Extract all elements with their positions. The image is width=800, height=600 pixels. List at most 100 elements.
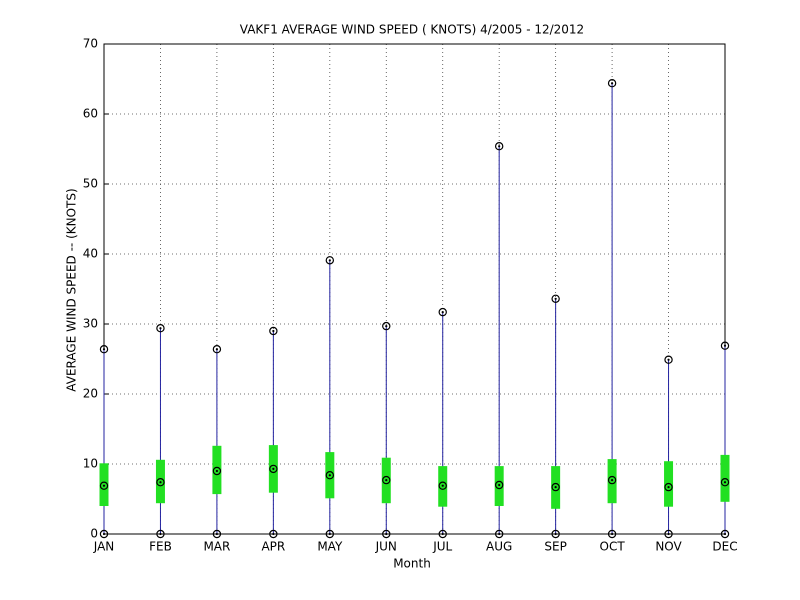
mean-marker-dot xyxy=(385,479,388,482)
max-marker xyxy=(551,294,560,303)
min-marker-ring xyxy=(212,529,222,539)
y-tick-label: 30 xyxy=(83,317,98,331)
mean-marker-ring xyxy=(99,481,109,490)
y-tick-label: 0 xyxy=(90,527,98,541)
max-marker-ring xyxy=(99,345,109,354)
mean-marker-ring xyxy=(156,478,165,487)
mean-marker-dot xyxy=(441,484,444,487)
min-marker xyxy=(551,529,560,539)
min-marker-dot xyxy=(328,532,331,536)
mean-marker xyxy=(99,481,109,490)
min-marker-dot xyxy=(102,532,106,536)
max-marker-dot xyxy=(328,259,331,262)
mean-marker xyxy=(212,466,222,476)
max-marker-ring xyxy=(156,324,165,333)
min-marker xyxy=(664,529,673,539)
min-marker-ring xyxy=(664,529,673,539)
max-marker xyxy=(607,78,617,88)
mean-marker xyxy=(664,482,673,492)
mean-marker-ring xyxy=(438,481,447,490)
min-marker-dot xyxy=(723,532,727,536)
min-marker-ring xyxy=(269,529,278,539)
x-tick-label: MAR xyxy=(203,540,230,554)
y-tick-label: 40 xyxy=(83,247,98,261)
max-marker xyxy=(720,341,730,350)
max-marker xyxy=(494,141,504,151)
x-tick-label: AUG xyxy=(486,540,512,554)
min-marker xyxy=(212,529,222,539)
mean-marker xyxy=(607,475,617,485)
max-marker xyxy=(664,355,673,364)
min-marker xyxy=(720,529,730,539)
max-marker xyxy=(325,256,335,265)
min-marker-dot xyxy=(610,532,614,536)
min-marker-ring xyxy=(720,529,730,539)
y-tick-label: 60 xyxy=(83,107,98,121)
min-marker xyxy=(99,529,109,539)
max-marker-ring xyxy=(438,307,447,317)
min-marker-dot xyxy=(272,532,275,536)
y-tick-label: 50 xyxy=(83,177,98,191)
min-marker-dot xyxy=(441,532,444,536)
mean-marker-ring xyxy=(664,482,673,492)
x-tick-label: OCT xyxy=(600,540,626,554)
min-marker-ring xyxy=(325,529,335,539)
max-marker-ring xyxy=(664,355,673,364)
mean-marker-dot xyxy=(723,481,727,484)
max-marker xyxy=(212,345,222,354)
mean-marker-ring xyxy=(551,482,560,492)
min-marker xyxy=(494,529,504,539)
mean-marker-ring xyxy=(269,464,278,474)
max-marker-ring xyxy=(551,294,560,303)
min-marker-dot xyxy=(159,532,162,536)
x-tick-label: SEP xyxy=(544,540,566,554)
min-marker-ring xyxy=(382,529,391,539)
max-marker-ring xyxy=(494,141,504,151)
min-marker-ring xyxy=(438,529,447,539)
mean-marker xyxy=(382,475,391,485)
min-marker-dot xyxy=(667,532,670,536)
mean-marker xyxy=(325,471,335,480)
y-axis-label: AVERAGE WIND SPEED -- (KNOTS) xyxy=(65,188,79,391)
mean-marker xyxy=(156,478,165,487)
mean-marker-dot xyxy=(328,474,331,477)
mean-marker xyxy=(720,478,730,487)
x-tick-label: JUL xyxy=(432,540,452,554)
max-marker xyxy=(99,345,109,354)
max-marker-dot xyxy=(441,311,444,314)
min-marker xyxy=(156,529,165,539)
mean-marker-ring xyxy=(720,478,730,487)
mean-marker-dot xyxy=(102,484,106,487)
mean-marker-ring xyxy=(325,471,335,480)
max-marker-ring xyxy=(269,326,278,336)
max-marker-dot xyxy=(498,145,501,148)
mean-marker-ring xyxy=(212,466,222,476)
max-marker-dot xyxy=(554,297,557,300)
min-marker xyxy=(325,529,335,539)
x-tick-label: APR xyxy=(261,540,285,554)
min-marker-dot xyxy=(498,532,501,536)
min-marker-dot xyxy=(554,532,557,536)
min-marker-dot xyxy=(215,532,219,536)
max-marker-dot xyxy=(385,325,388,328)
max-marker xyxy=(382,321,391,331)
chart-title: VAKF1 AVERAGE WIND SPEED ( KNOTS) 4/2005… xyxy=(240,23,584,37)
x-tick-label: FEB xyxy=(149,540,172,554)
min-marker-dot xyxy=(385,532,388,536)
max-marker-dot xyxy=(610,82,614,85)
y-tick-label: 20 xyxy=(83,387,98,401)
x-tick-label: DEC xyxy=(712,540,737,554)
y-tick-label: 70 xyxy=(83,37,98,51)
max-marker-dot xyxy=(159,327,162,330)
y-tick-label: 10 xyxy=(83,457,98,471)
x-tick-label: JUN xyxy=(375,540,397,554)
max-marker-ring xyxy=(325,256,335,265)
mean-marker-ring xyxy=(494,480,504,490)
mean-marker xyxy=(269,464,278,474)
x-axis-label: Month xyxy=(393,557,431,571)
min-marker-ring xyxy=(494,529,504,539)
max-marker-ring xyxy=(382,321,391,331)
mean-marker-dot xyxy=(498,483,501,487)
